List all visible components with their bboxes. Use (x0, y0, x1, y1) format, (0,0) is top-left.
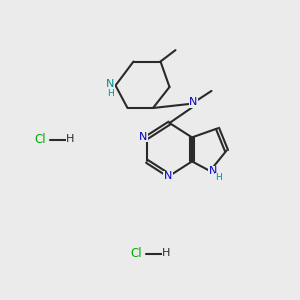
Text: N: N (164, 171, 172, 182)
Text: N: N (209, 166, 217, 176)
Text: N: N (106, 79, 115, 89)
Text: H: H (107, 88, 114, 98)
Text: H: H (66, 134, 75, 145)
Text: Cl: Cl (131, 247, 142, 260)
Text: H: H (162, 248, 171, 259)
Text: Cl: Cl (35, 133, 46, 146)
Text: N: N (139, 132, 147, 142)
Text: N: N (189, 97, 198, 107)
Text: H: H (216, 173, 222, 182)
